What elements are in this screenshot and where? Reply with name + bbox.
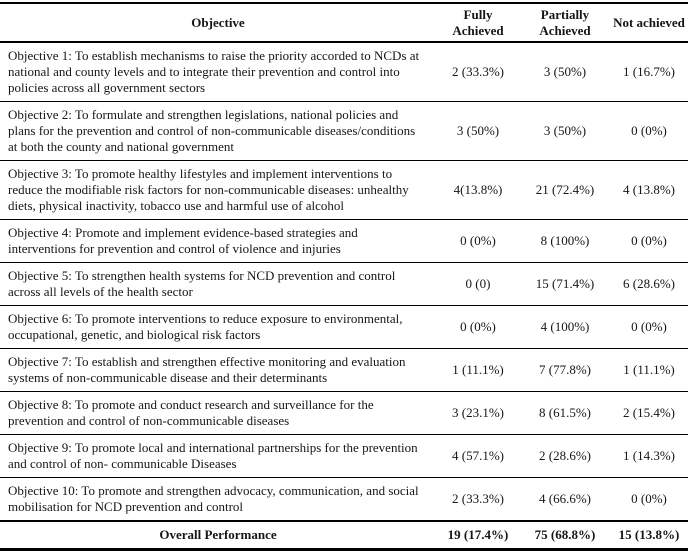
not-achieved-value: 0 (0%) (610, 101, 688, 162)
table-row-objective-8: Objective 8: To promote and conduct rese… (0, 391, 688, 435)
fully-achieved-value: 4(13.8%) (436, 160, 520, 221)
header-not-achieved: Not achieved (610, 1, 688, 44)
objective-text: Objective 2: To formulate and strengthen… (0, 101, 436, 162)
header-row: Objective Fully Achieved Partially Achie… (0, 1, 688, 44)
header-partially-achieved: Partially Achieved (520, 1, 610, 44)
table-row-objective-2: Objective 2: To formulate and strengthen… (0, 101, 688, 162)
fully-achieved-value: 3 (50%) (436, 101, 520, 162)
partially-achieved-value: 8 (100%) (520, 219, 610, 264)
objective-text: Objective 9: To promote local and intern… (0, 434, 436, 478)
objective-text: Objective 7: To establish and strengthen… (0, 348, 436, 392)
objective-text: Objective 6: To promote interventions to… (0, 305, 436, 349)
partially-achieved-value: 7 (77.8%) (520, 348, 610, 392)
table-row-objective-6: Objective 6: To promote interventions to… (0, 305, 688, 349)
overall-fully-achieved-value: 19 (17.4%) (436, 520, 520, 551)
overall-partially-achieved-value: 75 (68.8%) (520, 520, 610, 551)
objective-text: Objective 3: To promote healthy lifestyl… (0, 160, 436, 221)
table-row-objective-1: Objective 1: To establish mechanisms to … (0, 42, 688, 103)
table-row-objective-10: Objective 10: To promote and strengthen … (0, 477, 688, 522)
partially-achieved-value: 3 (50%) (520, 101, 610, 162)
not-achieved-value: 0 (0%) (610, 219, 688, 264)
fully-achieved-value: 0 (0%) (436, 219, 520, 264)
not-achieved-value: 2 (15.4%) (610, 391, 688, 435)
not-achieved-value: 4 (13.8%) (610, 160, 688, 221)
overall-not-achieved-value: 15 (13.8%) (610, 520, 688, 551)
not-achieved-value: 1 (14.3%) (610, 434, 688, 478)
partially-achieved-value: 4 (66.6%) (520, 477, 610, 522)
partially-achieved-value: 2 (28.6%) (520, 434, 610, 478)
table-row-objective-5: Objective 5: To strengthen health system… (0, 262, 688, 306)
partially-achieved-value: 21 (72.4%) (520, 160, 610, 221)
fully-achieved-value: 1 (11.1%) (436, 348, 520, 392)
table-row-objective-3: Objective 3: To promote healthy lifestyl… (0, 160, 688, 221)
fully-achieved-value: 3 (23.1%) (436, 391, 520, 435)
table-row-objective-7: Objective 7: To establish and strengthen… (0, 348, 688, 392)
overall-performance-label: Overall Performance (0, 520, 436, 551)
fully-achieved-value: 0 (0%) (436, 305, 520, 349)
objective-text: Objective 4: Promote and implement evide… (0, 219, 436, 264)
not-achieved-value: 1 (11.1%) (610, 348, 688, 392)
fully-achieved-value: 0 (0) (436, 262, 520, 306)
objective-text: Objective 1: To establish mechanisms to … (0, 42, 436, 103)
partially-achieved-value: 15 (71.4%) (520, 262, 610, 306)
header-fully-achieved: Fully Achieved (436, 1, 520, 44)
fully-achieved-value: 2 (33.3%) (436, 477, 520, 522)
not-achieved-value: 0 (0%) (610, 477, 688, 522)
table-row-objective-4: Objective 4: Promote and implement evide… (0, 219, 688, 264)
table-row-objective-9: Objective 9: To promote local and intern… (0, 434, 688, 478)
header-objective: Objective (0, 1, 436, 44)
overall-performance-row: Overall Performance 19 (17.4%) 75 (68.8%… (0, 520, 688, 551)
not-achieved-value: 1 (16.7%) (610, 42, 688, 103)
fully-achieved-value: 4 (57.1%) (436, 434, 520, 478)
partially-achieved-value: 3 (50%) (520, 42, 610, 103)
partially-achieved-value: 8 (61.5%) (520, 391, 610, 435)
not-achieved-value: 6 (28.6%) (610, 262, 688, 306)
not-achieved-value: 0 (0%) (610, 305, 688, 349)
objective-text: Objective 10: To promote and strengthen … (0, 477, 436, 522)
partially-achieved-value: 4 (100%) (520, 305, 610, 349)
objective-text: Objective 5: To strengthen health system… (0, 262, 436, 306)
fully-achieved-value: 2 (33.3%) (436, 42, 520, 103)
objective-text: Objective 8: To promote and conduct rese… (0, 391, 436, 435)
